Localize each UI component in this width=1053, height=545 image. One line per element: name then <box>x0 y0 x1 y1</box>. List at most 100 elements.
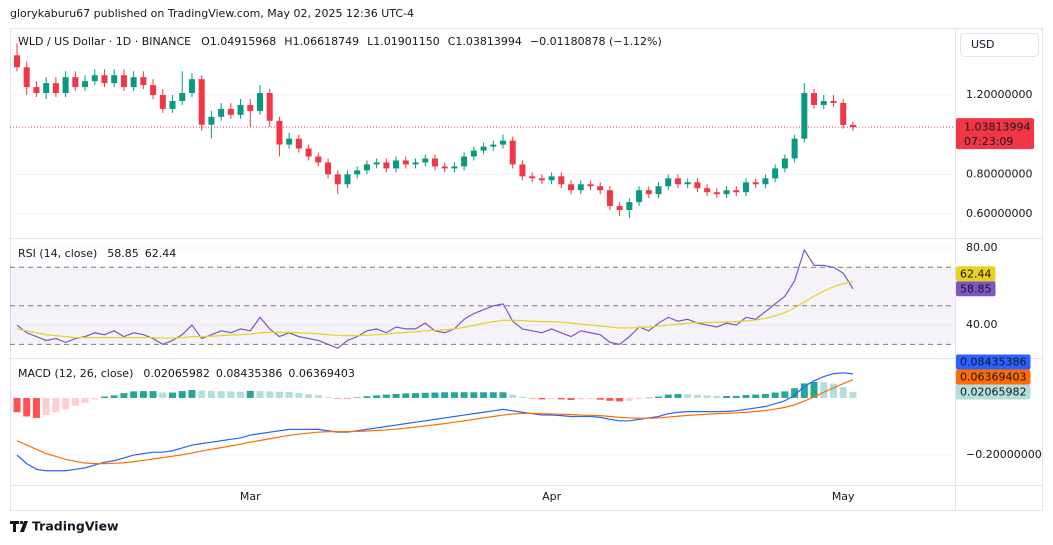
bar-countdown: 07:23:09 <box>964 135 1013 148</box>
legend-value: 58.85 <box>107 247 139 260</box>
candle-body <box>772 168 779 179</box>
histogram-bar <box>441 392 449 398</box>
histogram-bar <box>169 392 177 398</box>
histogram-bar <box>237 391 245 398</box>
candle-body <box>179 93 186 101</box>
histogram-bar <box>334 397 342 399</box>
histogram-bar <box>52 397 60 413</box>
candle-body <box>558 176 565 185</box>
chart-frame <box>10 28 1043 511</box>
x-tick-label: May <box>832 490 855 503</box>
histogram-bar <box>489 392 497 398</box>
y-tick-label: 1.20000000 <box>966 88 1032 101</box>
last-value-label-box <box>956 354 1031 370</box>
histogram-bar <box>596 397 604 400</box>
candle-body <box>383 162 390 169</box>
histogram-bar <box>771 392 779 398</box>
x-tick-label: Mar <box>240 490 261 503</box>
currency-label[interactable]: USD <box>971 38 995 51</box>
candle-body <box>733 190 740 193</box>
histogram-bar <box>266 391 274 398</box>
histogram-bar <box>752 394 760 398</box>
candle-body <box>655 186 662 195</box>
histogram-bar <box>392 393 400 398</box>
candle-body <box>470 150 477 157</box>
brand-name: TradingView <box>32 519 119 534</box>
publisher-line: glorykaburu67 published on TradingView.c… <box>10 7 414 20</box>
histogram-bar <box>820 382 828 398</box>
histogram-bar <box>713 395 721 398</box>
candle-body <box>120 75 127 88</box>
candle-body <box>266 93 273 121</box>
histogram-bar <box>149 391 157 398</box>
histogram-bar <box>518 396 526 398</box>
candle-body <box>33 87 40 94</box>
histogram-bar <box>577 397 585 400</box>
candle-body <box>82 81 89 88</box>
candle-body <box>840 102 847 125</box>
histogram-bar <box>227 391 235 398</box>
histogram-bar <box>91 397 99 400</box>
histogram-bar <box>130 391 138 398</box>
histogram-bar <box>791 388 799 398</box>
histogram-bar <box>674 393 682 398</box>
currency-button[interactable]: USD <box>960 33 1039 57</box>
histogram-bar <box>761 393 769 398</box>
candle-body <box>169 100 176 109</box>
candle-body <box>509 140 516 165</box>
candle-body <box>286 138 293 145</box>
histogram-bar <box>363 396 371 398</box>
last-price-label: 1.03813994 <box>964 121 1030 134</box>
histogram-bar <box>353 397 361 398</box>
histogram-bar <box>693 394 701 398</box>
brand: TradingView <box>10 519 119 534</box>
histogram-bar <box>32 397 40 418</box>
legend-value: 1.03813994 <box>455 35 521 48</box>
histogram-bar <box>499 392 507 398</box>
last-value-label: 0.06369403 <box>960 371 1026 384</box>
x-tick-label: Apr <box>542 490 562 503</box>
histogram-bar <box>684 394 692 398</box>
legend-value: 1.04915968 <box>210 35 276 48</box>
candle-body <box>305 148 312 157</box>
candle-body <box>62 77 69 94</box>
histogram-bar <box>71 397 79 406</box>
candle-body <box>665 178 672 187</box>
candle-body <box>208 116 215 125</box>
candle-body <box>801 93 808 139</box>
candle-body <box>257 93 263 111</box>
legend-title: RSI (14, close) <box>18 247 97 260</box>
histogram-bar <box>548 397 556 400</box>
currency-box[interactable] <box>960 33 1039 57</box>
histogram-bar <box>198 390 206 398</box>
legend-prefix: O <box>201 35 210 48</box>
histogram-bar <box>412 393 420 398</box>
histogram-bar <box>246 390 254 398</box>
candle-body <box>849 124 856 128</box>
histogram-bar <box>723 395 731 398</box>
histogram-bar <box>839 387 847 398</box>
candle-body <box>781 158 788 169</box>
legend-value: 0.08435386 <box>216 367 282 380</box>
histogram-bar <box>139 391 147 398</box>
legend-value: 62.44 <box>145 247 177 260</box>
histogram-bar <box>616 397 624 402</box>
histogram-bar <box>509 394 517 398</box>
histogram-bar <box>849 392 857 398</box>
last-value-label-box <box>956 281 996 297</box>
candle-body <box>461 156 468 167</box>
last-price-box <box>956 118 1034 150</box>
histogram-bar <box>295 393 303 398</box>
candle-body <box>295 138 302 149</box>
histogram-bar <box>217 391 225 398</box>
histogram-bar <box>732 395 740 398</box>
histogram-bar <box>635 397 643 400</box>
histogram-bar <box>703 395 711 398</box>
candle-body <box>130 77 137 88</box>
legend-title: WLD / US Dollar · 1D · BINANCE <box>18 35 191 48</box>
candle-body <box>52 83 59 94</box>
candle-body <box>519 164 526 177</box>
candle-body <box>568 184 575 191</box>
series-line <box>16 379 854 465</box>
candle-body <box>538 178 545 181</box>
